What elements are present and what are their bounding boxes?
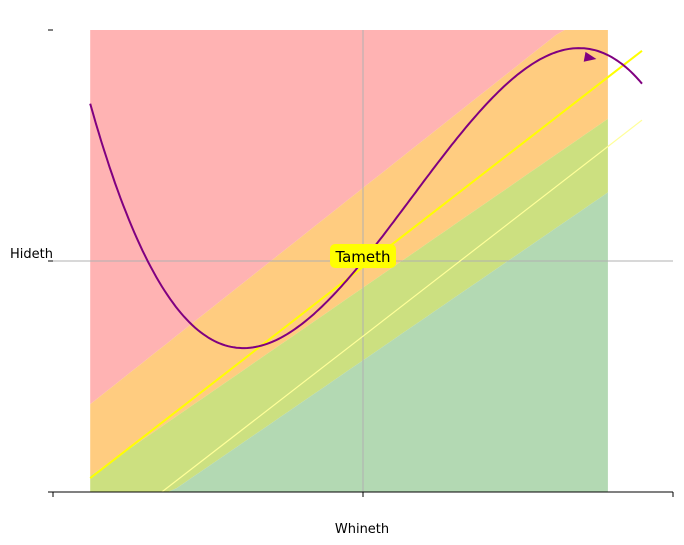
x-axis-label: Whineth: [335, 522, 389, 537]
band-yellow-green: [90, 118, 608, 493]
annotation-label: Tameth: [330, 244, 396, 268]
annotation-text: Tameth: [334, 248, 390, 266]
y-axis-label: Hideth: [10, 247, 53, 262]
arrow-head: [583, 51, 597, 62]
axes-layer: [48, 29, 674, 497]
band-red: [90, 30, 608, 405]
annotation-box: [330, 244, 396, 268]
faint-line: [161, 119, 643, 493]
band-green: [90, 192, 608, 492]
